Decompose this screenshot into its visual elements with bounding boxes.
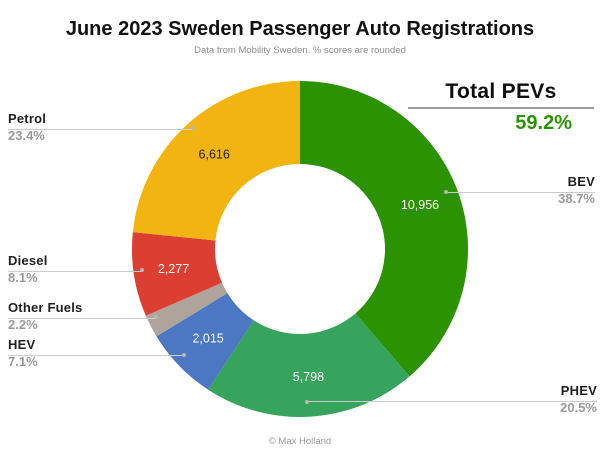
callout-other-fuels-pct: 2.2%: [8, 317, 38, 332]
slice-value-diesel: 2,277: [158, 262, 189, 276]
slice-hev: [156, 293, 254, 390]
slice-other-fuels: [145, 282, 228, 337]
callout-hev-pct: 7.1%: [8, 354, 38, 369]
slice-bev: [300, 81, 468, 377]
callout-other-fuels-label: Other Fuels: [8, 300, 83, 315]
callout-bev-pct: 38.7%: [558, 191, 595, 206]
slice-phev: [208, 313, 410, 417]
callout-bev-label: BEV: [567, 174, 595, 189]
callout-other-fuels: Other Fuels 2.2%: [8, 301, 82, 331]
slice-value-hev: 2,015: [192, 332, 223, 346]
leader-line-hev: [8, 355, 184, 356]
leader-line-phev: [308, 401, 597, 402]
callout-phev-pct: 20.5%: [560, 400, 597, 415]
callout-diesel: Diesel 8.1%: [8, 254, 48, 284]
callout-hev-label: HEV: [8, 337, 36, 352]
leader-dot-hev: [182, 353, 186, 357]
callout-petrol-label: Petrol: [8, 111, 47, 126]
callout-phev-label: PHEV: [560, 383, 597, 398]
slice-value-phev: 5,798: [293, 370, 324, 384]
callout-bev: BEV 38.7%: [558, 175, 595, 205]
callout-phev: PHEV 20.5%: [560, 384, 597, 414]
leader-line-other-fuels: [8, 318, 157, 319]
leader-dot-phev: [305, 400, 309, 404]
leader-line-bev: [447, 192, 595, 193]
leader-dot-bev: [444, 190, 448, 194]
credit-text: © Max Holland: [268, 436, 332, 447]
callout-diesel-label: Diesel: [8, 253, 48, 268]
total-pevs-label: Total PEVs: [408, 80, 594, 109]
slice-diesel: [132, 232, 222, 316]
chart-subtitle: Data from Mobility Sweden. % scores are …: [194, 45, 406, 56]
leader-dot-other-fuels: [154, 315, 158, 319]
leader-dot-petrol: [191, 126, 195, 130]
leader-line-petrol: [8, 129, 194, 130]
callout-hev: HEV 7.1%: [8, 338, 38, 368]
leader-line-diesel: [8, 271, 143, 272]
total-pevs-value: 59.2%: [515, 112, 572, 134]
callout-petrol-pct: 23.4%: [8, 128, 45, 143]
callout-diesel-pct: 8.1%: [8, 270, 38, 285]
callout-petrol: Petrol 23.4%: [8, 112, 46, 142]
total-pevs-box: Total PEVs 59.2%: [408, 80, 594, 135]
leader-dot-diesel: [140, 268, 144, 272]
slice-value-bev: 10,956: [401, 198, 439, 212]
chart-title: June 2023 Sweden Passenger Auto Registra…: [65, 18, 535, 40]
slice-petrol: [132, 81, 300, 241]
slice-value-petrol: 6,616: [199, 148, 230, 162]
